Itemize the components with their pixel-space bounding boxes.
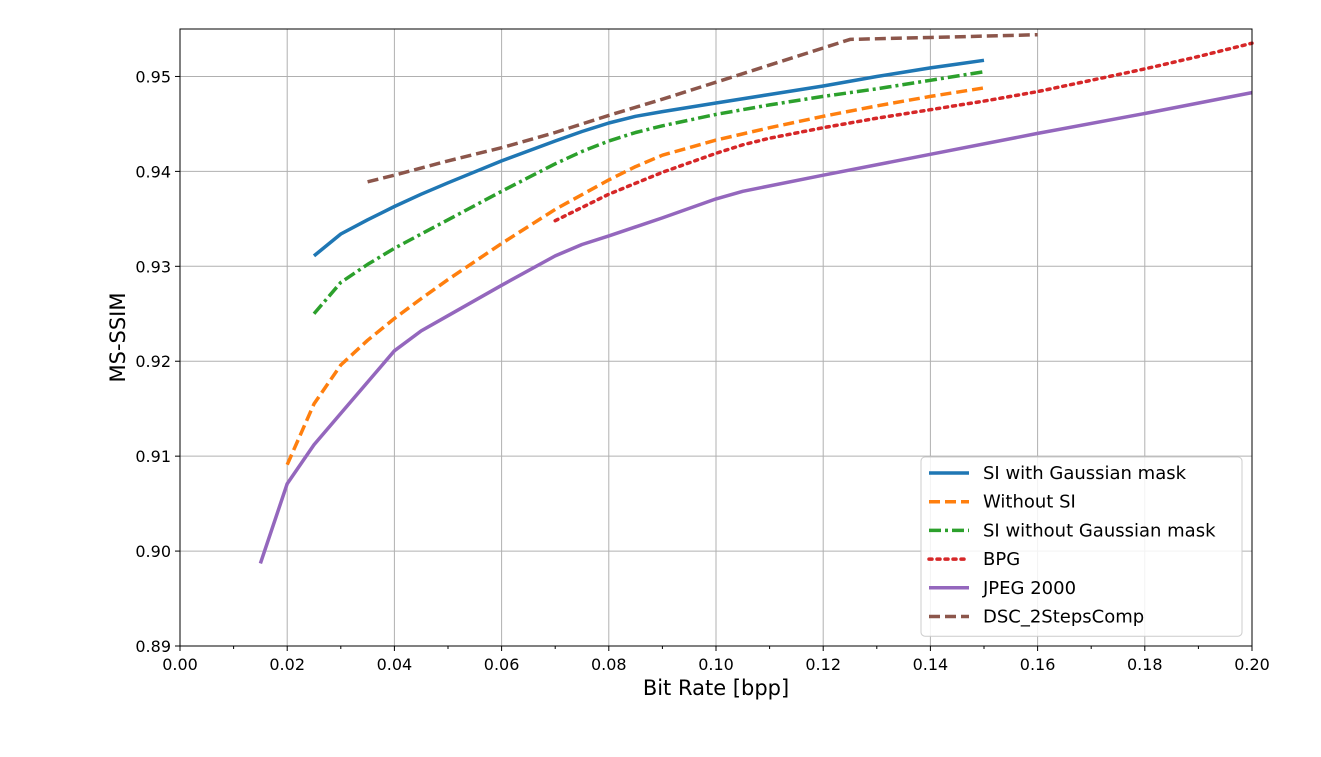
x-tick-label: 0.20 (1234, 655, 1270, 674)
legend-label: SI without Gaussian mask (983, 520, 1216, 541)
legend-label: SI with Gaussian mask (983, 463, 1187, 484)
x-tick-label: 0.04 (377, 655, 413, 674)
series-line-1 (285, 86, 985, 466)
x-tick-label: 0.08 (591, 655, 627, 674)
series-line-3 (553, 41, 1254, 223)
x-tick-label: 0.12 (805, 655, 841, 674)
series-lines (258, 32, 1254, 564)
y-tick-label: 0.91 (135, 447, 171, 466)
x-tick-label: 0.02 (269, 655, 305, 674)
axis-ticks: 0.00 0.02 0.04 0.06 0.08 0.10 0.12 0.14 0.16 0.18… (135, 67, 1269, 674)
legend-label: BPG (983, 549, 1020, 570)
series-line-4 (258, 90, 1253, 564)
legend-label: Without SI (983, 492, 1076, 513)
x-tick-label: 0.10 (698, 655, 734, 674)
legend-label: JPEG 2000 (982, 578, 1076, 599)
y-tick-label: 0.93 (135, 257, 171, 276)
x-tick-label: 0.06 (484, 655, 520, 674)
series-line-5 (367, 32, 1038, 184)
series-line-2 (312, 69, 985, 315)
y-tick-label: 0.89 (135, 637, 171, 656)
y-tick-label: 0.90 (135, 542, 171, 561)
series-line-0 (312, 58, 985, 258)
legend-box (920, 456, 1243, 637)
y-tick-label: 0.95 (135, 67, 171, 86)
x-tick-label: 0.00 (162, 655, 198, 674)
legend: SI with Gaussian mask Without SI SI withou… (920, 456, 1243, 637)
x-axis-label: Bit Rate [bpp] (643, 676, 789, 700)
legend-label: DSC_2StepsComp (983, 607, 1144, 628)
y-axis-label: MS-SSIM (106, 293, 130, 383)
y-tick-label: 0.94 (135, 162, 171, 181)
x-tick-label: 0.16 (1020, 655, 1056, 674)
y-tick-label: 0.92 (135, 352, 171, 371)
x-tick-label: 0.18 (1127, 655, 1163, 674)
plot-frame (179, 28, 1253, 647)
x-tick-label: 0.14 (913, 655, 949, 674)
